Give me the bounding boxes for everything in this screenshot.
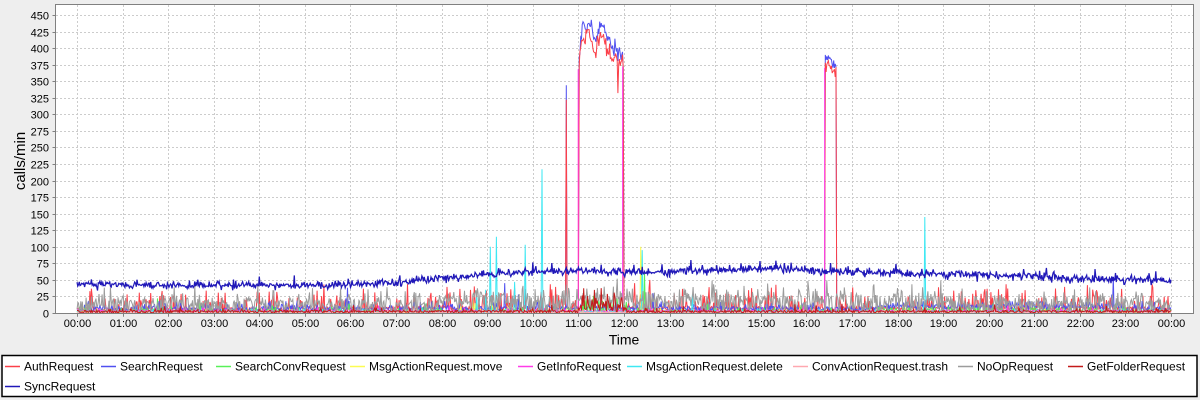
svg-text:17:00: 17:00 [839,318,867,330]
svg-text:125: 125 [31,225,49,237]
svg-text:325: 325 [31,93,49,105]
svg-text:300: 300 [31,109,49,121]
svg-text:04:00: 04:00 [246,318,274,330]
svg-text:Time: Time [609,332,640,348]
svg-text:22:00: 22:00 [1067,318,1095,330]
svg-text:75: 75 [37,258,49,270]
svg-text:175: 175 [31,192,49,204]
svg-text:MsgActionRequest.move: MsgActionRequest.move [369,359,503,373]
svg-text:100: 100 [31,242,49,254]
svg-text:200: 200 [31,176,49,188]
svg-text:09:00: 09:00 [474,318,502,330]
svg-text:20:00: 20:00 [976,318,1004,330]
svg-text:21:00: 21:00 [1021,318,1049,330]
svg-text:10:00: 10:00 [520,318,548,330]
svg-text:SearchConvRequest: SearchConvRequest [235,359,346,373]
svg-text:375: 375 [31,60,49,72]
svg-text:425: 425 [31,27,49,39]
svg-text:AuthRequest: AuthRequest [24,359,94,373]
svg-text:01:00: 01:00 [110,318,138,330]
svg-text:03:00: 03:00 [201,318,229,330]
svg-text:13:00: 13:00 [657,318,685,330]
svg-text:25: 25 [37,291,49,303]
svg-text:11:00: 11:00 [565,318,592,330]
svg-text:0: 0 [43,308,49,320]
svg-text:400: 400 [31,43,49,55]
svg-text:225: 225 [31,159,49,171]
svg-text:18:00: 18:00 [885,318,913,330]
svg-text:MsgActionRequest.delete: MsgActionRequest.delete [646,359,783,373]
svg-text:19:00: 19:00 [930,318,958,330]
svg-text:275: 275 [31,126,49,138]
svg-text:250: 250 [31,142,49,154]
svg-text:05:00: 05:00 [292,318,320,330]
svg-text:02:00: 02:00 [155,318,183,330]
svg-text:450: 450 [31,10,49,22]
svg-text:23:00: 23:00 [1112,318,1140,330]
svg-text:00:00: 00:00 [64,318,92,330]
svg-text:350: 350 [31,76,49,88]
svg-text:14:00: 14:00 [702,318,730,330]
svg-text:SyncRequest: SyncRequest [24,379,96,393]
svg-text:150: 150 [31,209,49,221]
svg-text:07:00: 07:00 [383,318,411,330]
svg-text:calls/min: calls/min [12,132,29,190]
svg-text:SearchRequest: SearchRequest [120,359,203,373]
svg-text:GetInfoRequest: GetInfoRequest [537,359,622,373]
svg-text:16:00: 16:00 [793,318,821,330]
svg-text:GetFolderRequest: GetFolderRequest [1087,359,1186,373]
svg-text:NoOpRequest: NoOpRequest [977,359,1054,373]
svg-text:08:00: 08:00 [429,318,457,330]
svg-text:50: 50 [37,275,49,287]
svg-text:12:00: 12:00 [611,318,639,330]
svg-text:00:00: 00:00 [1158,318,1186,330]
svg-text:ConvActionRequest.trash: ConvActionRequest.trash [812,359,948,373]
svg-text:15:00: 15:00 [748,318,776,330]
svg-text:06:00: 06:00 [337,318,365,330]
